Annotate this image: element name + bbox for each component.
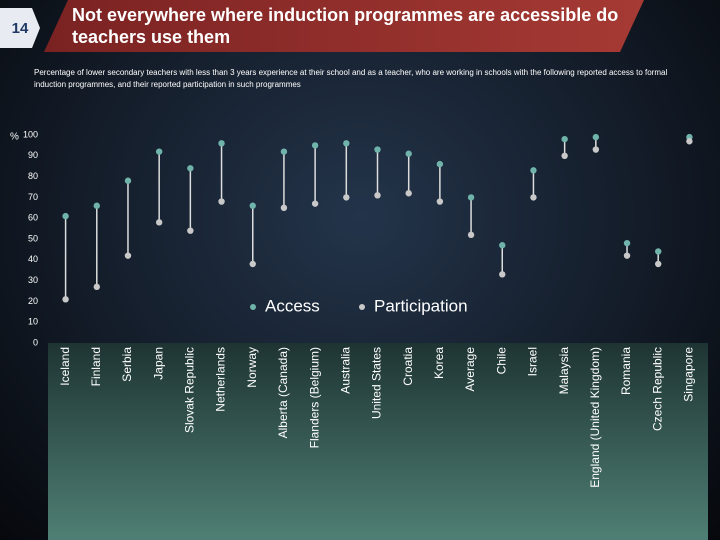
participation-dot — [561, 152, 568, 159]
participation-dot — [436, 198, 444, 205]
access-dot — [93, 202, 100, 209]
access-dot — [405, 150, 412, 157]
participation-dot — [280, 204, 288, 211]
x-tick-label: Flanders (Belgium) — [307, 347, 321, 448]
x-tick-label: Croatia — [401, 347, 415, 386]
legend-label: Participation — [374, 296, 468, 315]
slide-number: 14 — [0, 8, 40, 48]
participation-dot — [686, 138, 693, 145]
access-dot — [436, 160, 444, 168]
y-tick-label: 10 — [28, 317, 38, 327]
y-tick-label: 70 — [28, 192, 38, 202]
participation-dot — [467, 231, 475, 239]
y-axis-label: % — [10, 132, 19, 143]
x-tick-label: Slovak Republic — [183, 347, 197, 433]
legend-label: Access — [265, 296, 320, 315]
subtitle: Percentage of lower secondary teachers w… — [34, 68, 668, 89]
x-tick-label: Malaysia — [557, 347, 571, 395]
access-dot — [655, 248, 662, 255]
participation-dot — [62, 296, 69, 303]
participation-dot — [187, 227, 194, 234]
x-tick-label: Iceland — [58, 347, 72, 386]
participation-dot — [155, 219, 163, 226]
x-tick-label: United States — [370, 347, 384, 419]
y-tick-label: 100 — [23, 129, 38, 139]
participation-dot — [530, 194, 537, 201]
participation-dot — [405, 190, 412, 197]
access-dot — [623, 239, 631, 247]
x-tick-label: Alberta (Canada) — [276, 347, 290, 438]
access-dot — [155, 148, 163, 155]
access-dot — [280, 148, 288, 155]
label-band — [48, 343, 708, 540]
legend-marker — [359, 304, 365, 310]
access-dot — [374, 146, 381, 153]
x-tick-label: England (United Kingdom) — [588, 347, 602, 488]
participation-dot — [623, 252, 631, 259]
access-dot — [561, 135, 568, 143]
x-tick-label: Serbia — [120, 347, 134, 382]
participation-dot — [124, 252, 132, 259]
x-tick-label: Czech Republic — [650, 347, 664, 431]
participation-dot — [499, 271, 506, 278]
y-tick-label: 40 — [28, 254, 38, 264]
title: Not everywhere where induction programme… — [44, 0, 644, 52]
x-tick-label: Romania — [619, 347, 633, 395]
participation-dot — [374, 192, 381, 199]
x-tick-label: Norway — [245, 347, 259, 388]
legend-marker — [250, 304, 256, 310]
access-dot — [311, 142, 319, 149]
access-dot — [249, 202, 256, 209]
y-tick-label: 60 — [28, 213, 38, 223]
access-dot — [187, 165, 194, 172]
x-tick-label: Average — [463, 347, 477, 392]
access-dot — [124, 177, 132, 184]
access-dot — [62, 212, 69, 220]
x-tick-label: Japan — [151, 347, 165, 380]
y-tick-label: 80 — [28, 171, 38, 181]
access-dot — [499, 242, 506, 249]
x-tick-label: Singapore — [682, 347, 696, 402]
x-tick-label: Finland — [89, 347, 103, 386]
x-tick-label: Australia — [338, 347, 352, 394]
participation-dot — [93, 283, 100, 291]
x-tick-label: Israel — [526, 347, 540, 376]
access-dot — [218, 140, 225, 147]
y-tick-label: 0 — [33, 337, 38, 347]
access-dot — [592, 133, 600, 141]
y-tick-label: 20 — [28, 296, 38, 306]
participation-dot — [311, 200, 319, 207]
participation-dot — [249, 260, 256, 268]
participation-dot — [218, 198, 225, 205]
y-tick-label: 50 — [28, 233, 38, 243]
participation-dot — [655, 260, 662, 268]
access-dot — [467, 194, 475, 201]
y-tick-label: 30 — [28, 275, 38, 285]
access-dot — [530, 167, 537, 174]
x-tick-label: Netherlands — [214, 347, 228, 412]
x-tick-label: Chile — [494, 347, 508, 375]
participation-dot — [592, 146, 600, 153]
access-dot — [343, 140, 350, 147]
x-tick-label: Korea — [432, 347, 446, 379]
y-tick-label: 90 — [28, 150, 38, 160]
participation-dot — [343, 194, 350, 201]
